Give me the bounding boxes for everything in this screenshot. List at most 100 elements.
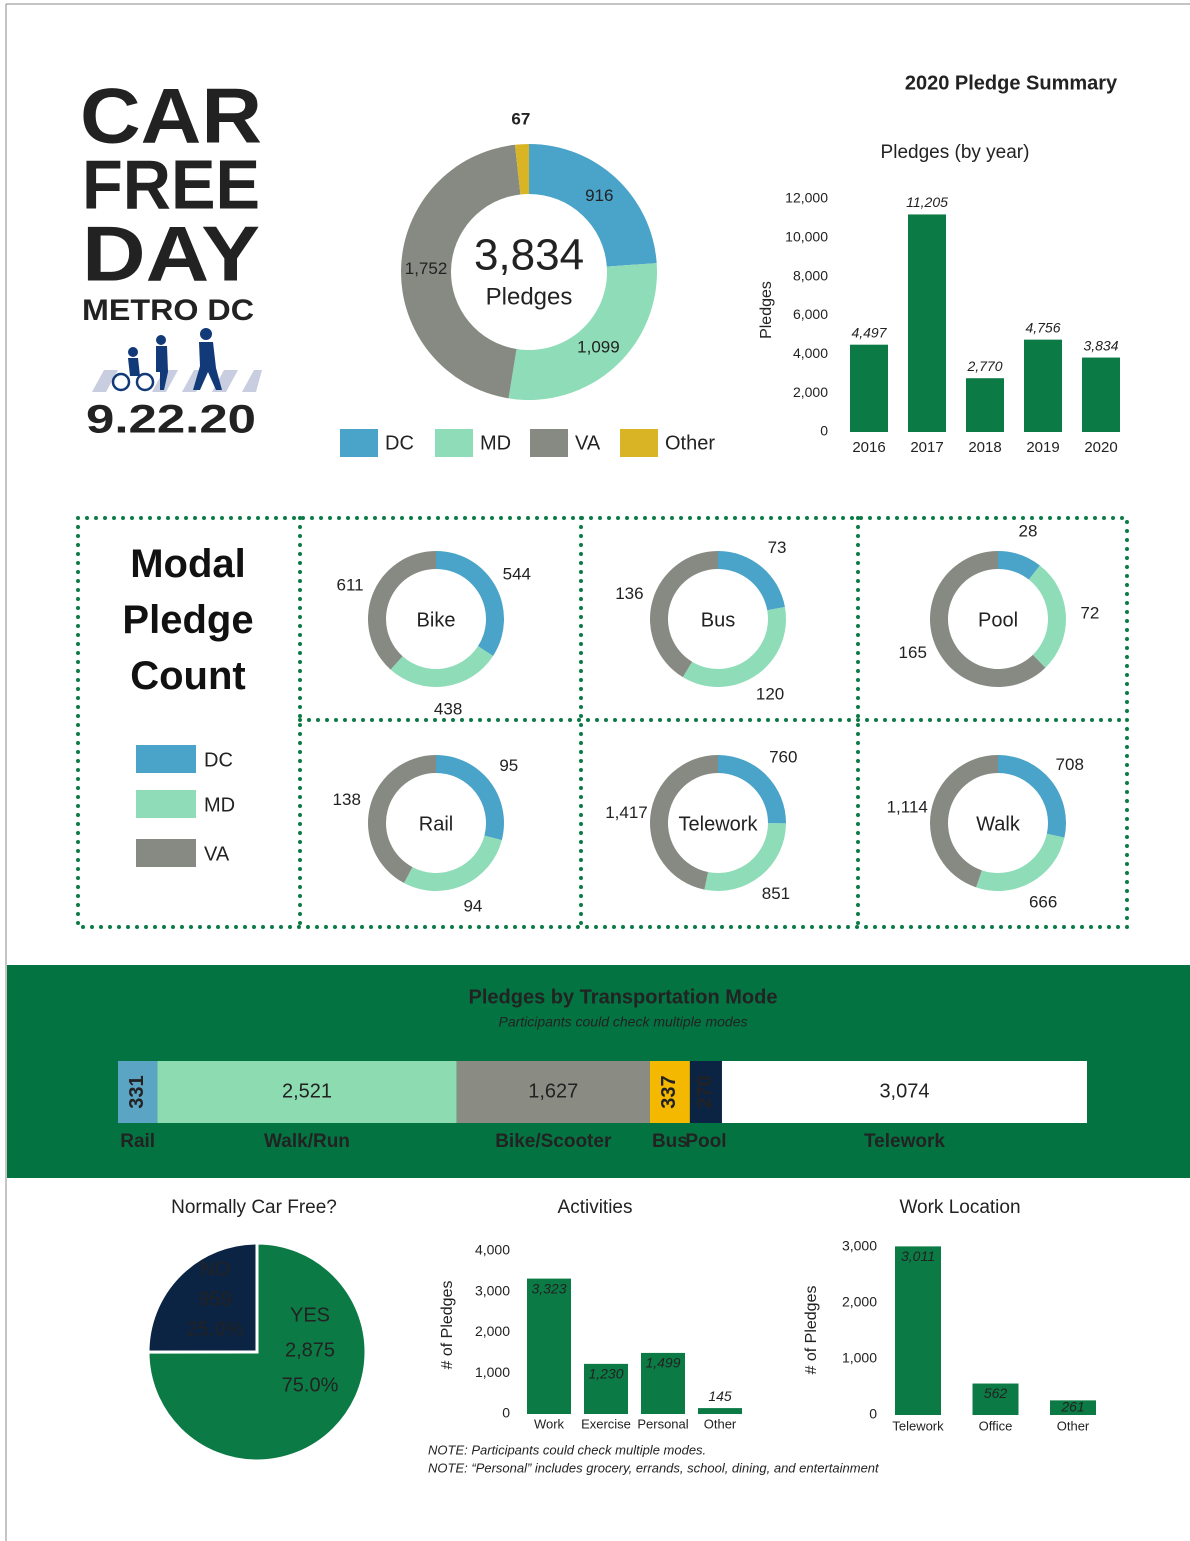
- category-label: YES: [290, 1304, 330, 1326]
- note: NOTE: “Personal” includes grocery, erran…: [428, 1460, 880, 1475]
- legend-label: VA: [575, 432, 601, 454]
- legend-swatch: [340, 429, 378, 457]
- bar-segment: [157, 1061, 457, 1123]
- data-label: 562: [984, 1385, 1008, 1401]
- data-label: 1,752: [405, 259, 448, 278]
- chart-title: Normally Car Free?: [171, 1197, 337, 1218]
- data-label: 1,114: [887, 797, 928, 816]
- x-tick-label: Telework: [892, 1418, 944, 1433]
- legend-label: DC: [204, 749, 233, 771]
- bar: [698, 1408, 742, 1414]
- panel-label: Rail: [419, 813, 453, 835]
- logo-text: 9.22.20: [86, 398, 256, 442]
- data-label: 3,834: [1083, 337, 1118, 353]
- y-tick-label: 10,000: [785, 229, 828, 245]
- data-label: 544: [503, 565, 531, 584]
- donut-segment: [508, 263, 657, 401]
- x-tick-label: 2017: [910, 439, 943, 456]
- panel-label: Bike: [417, 609, 456, 631]
- data-label: 165: [899, 643, 927, 662]
- data-label: 337: [658, 1075, 680, 1108]
- bar: [527, 1278, 571, 1414]
- note: NOTE: Participants could check multiple …: [428, 1442, 706, 1457]
- data-label: 138: [333, 790, 361, 809]
- x-tick-label: 2016: [852, 439, 885, 456]
- x-tick-label: 2020: [1084, 439, 1117, 456]
- legend-label: DC: [385, 432, 414, 454]
- dotted-frame: [76, 516, 1129, 929]
- data-label: 1,417: [605, 803, 648, 822]
- data-label: 708: [1056, 755, 1084, 774]
- bar: [584, 1363, 628, 1414]
- modal-title: Modal Pledge Count: [122, 542, 254, 698]
- legend-swatch: [530, 429, 568, 457]
- bar: [850, 344, 888, 432]
- donut-segment: [368, 755, 436, 883]
- panel-label: Pool: [978, 609, 1018, 631]
- center-text: Pledges: [486, 283, 573, 310]
- y-tick-label: 1,000: [475, 1364, 510, 1380]
- donut-segment: [1028, 565, 1066, 668]
- x-tick-label: Exercise: [581, 1416, 631, 1431]
- donut-segment: [998, 551, 1040, 580]
- donut-segment: [704, 823, 786, 891]
- chart-title: Work Location: [899, 1197, 1020, 1218]
- legend-label: MD: [204, 794, 235, 816]
- donut-segment: [436, 551, 504, 656]
- y-axis-label: Pledges: [758, 281, 775, 339]
- x-tick-label: 2019: [1026, 439, 1059, 456]
- chart-subtitle: Participants could check multiple modes: [498, 1014, 747, 1030]
- data-label: 3,074: [879, 1080, 929, 1102]
- y-axis-label: # of Pledges: [439, 1281, 456, 1370]
- bar: [1050, 1400, 1096, 1415]
- donut-segment: [998, 755, 1066, 838]
- y-tick-label: 12,000: [785, 190, 828, 206]
- donut-segment: [718, 755, 786, 824]
- chart-title: Activities: [558, 1197, 633, 1218]
- legend-label: Pool: [685, 1131, 726, 1152]
- logo-icon: [92, 328, 262, 392]
- y-axis-label: # of Pledges: [803, 1286, 820, 1375]
- donut-segment: [650, 551, 718, 678]
- data-label: 94: [463, 897, 482, 916]
- legend-label: VA: [204, 843, 230, 865]
- data-label: 851: [762, 884, 790, 903]
- category-label: NO: [200, 1258, 230, 1280]
- data-label: 4,497: [851, 324, 887, 340]
- summary-title: 2020 Pledge Summary: [905, 72, 1118, 94]
- data-label: 11,205: [906, 194, 948, 210]
- donut-segment: [529, 144, 657, 267]
- data-label: 760: [769, 748, 797, 767]
- legend-swatch: [136, 745, 196, 773]
- bar-segment: [118, 1061, 158, 1123]
- x-tick-label: Personal: [637, 1416, 688, 1431]
- data-label: 261: [1060, 1398, 1084, 1414]
- y-tick-label: 1,000: [842, 1350, 877, 1366]
- donut-segment: [514, 144, 529, 195]
- data-label: 1,099: [577, 338, 620, 357]
- legend-label: Telework: [864, 1131, 945, 1152]
- y-tick-label: 0: [869, 1406, 877, 1422]
- donut-segment: [368, 551, 436, 670]
- data-label: 331: [126, 1075, 148, 1108]
- logo-text: DAY: [82, 210, 260, 298]
- data-label: 72: [1080, 604, 1099, 623]
- data-label: 611: [337, 576, 364, 595]
- panel-label: Telework: [679, 813, 759, 835]
- percent-label: 25.0%: [187, 1318, 244, 1340]
- donut-segment: [650, 755, 718, 890]
- legend-label: Bike/Scooter: [495, 1131, 612, 1152]
- y-tick-label: 2,000: [475, 1323, 510, 1339]
- data-label: 3,323: [531, 1280, 566, 1296]
- data-label: 120: [756, 684, 784, 703]
- bar: [895, 1246, 941, 1415]
- data-label: 2,875: [285, 1339, 335, 1361]
- y-tick-label: 0: [502, 1405, 510, 1421]
- data-label: 666: [1029, 893, 1057, 912]
- x-tick-label: Other: [704, 1416, 737, 1431]
- data-label: 28: [1019, 522, 1038, 541]
- legend-swatch: [136, 790, 196, 818]
- data-label: 3,011: [901, 1248, 935, 1264]
